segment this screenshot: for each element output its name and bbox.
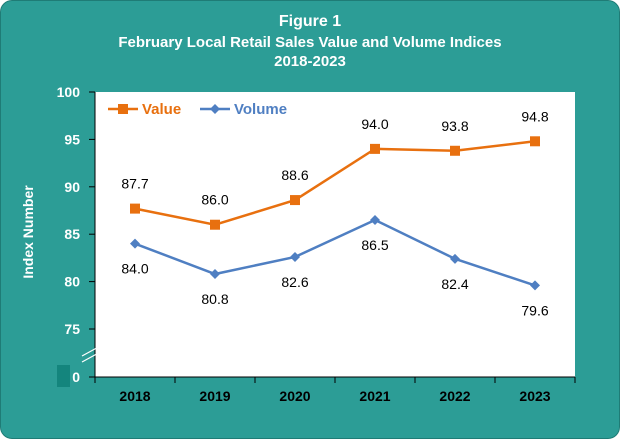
- y-tick-label: 95: [64, 131, 80, 147]
- data-label-value: 94.0: [361, 116, 388, 132]
- figure-subtitle: February Local Retail Sales Value and Vo…: [118, 34, 502, 51]
- y-tick-label: 100: [57, 84, 81, 100]
- data-label-volume: 82.4: [441, 276, 468, 292]
- data-point-value: [530, 136, 540, 147]
- y-tick-label: 75: [64, 321, 80, 337]
- series-line-volume: [134, 218, 536, 287]
- data-label-volume: 86.5: [361, 237, 388, 253]
- y-tick-label: 85: [64, 226, 80, 242]
- data-point-value: [370, 143, 380, 154]
- figure-title: Figure 1: [278, 13, 342, 30]
- x-axis-ticks: 2018 2019 2020 2021 2022 2023: [94, 377, 576, 404]
- legend-label: Volume: [234, 101, 287, 118]
- series-layer: 87.7 86.0 88.6 94.0 93.8 94.8 84.0 80.8 82.6 86.5…: [121, 108, 548, 318]
- legend-marker: [210, 104, 220, 114]
- plot-area: [95, 92, 575, 377]
- x-tick-label: 2019: [199, 388, 230, 404]
- data-point-volume: [210, 269, 220, 280]
- data-label-volume: 80.8: [201, 291, 228, 307]
- y-axis-ticks: 100 95 90 85 80 75 0: [57, 84, 95, 385]
- y-axis-label: Index Number: [20, 185, 36, 279]
- figure-period: 2018-2023: [274, 53, 346, 70]
- data-point-value: [130, 203, 140, 214]
- data-point-value: [290, 195, 300, 206]
- data-point-volume: [130, 238, 140, 249]
- axis-break-marker: [57, 343, 105, 387]
- data-point-value: [450, 145, 460, 156]
- legend-marker: [118, 104, 128, 114]
- data-point-value: [210, 219, 220, 230]
- x-tick-label: 2018: [119, 388, 150, 404]
- data-label-volume: 79.6: [521, 302, 548, 318]
- x-tick-label: 2022: [439, 388, 470, 404]
- legend: Value Volume: [108, 101, 287, 118]
- data-label-value: 86.0: [201, 192, 228, 208]
- data-label-value: 88.6: [281, 167, 308, 183]
- legend-label: Value: [142, 101, 181, 118]
- y-tick-label: 80: [64, 274, 80, 290]
- series-volume: 84.0 80.8 82.6 86.5 82.4 79.6: [121, 214, 549, 318]
- x-tick-label: 2021: [359, 388, 390, 404]
- data-label-value: 93.8: [441, 118, 468, 134]
- x-tick-label: 2023: [519, 388, 550, 404]
- series-value: 87.7 86.0 88.6 94.0 93.8 94.8: [121, 108, 549, 230]
- data-label-value: 87.7: [121, 176, 148, 192]
- data-point-volume: [290, 251, 300, 262]
- data-point-volume: [530, 280, 540, 291]
- series-line-value: [134, 140, 536, 227]
- data-label-volume: 82.6: [281, 274, 308, 290]
- x-tick-label: 2020: [279, 388, 310, 404]
- data-point-volume: [450, 253, 460, 264]
- y-tick-label: 0: [72, 369, 80, 385]
- data-point-volume: [370, 214, 380, 225]
- y-tick-label: 90: [64, 179, 80, 195]
- data-label-volume: 84.0: [121, 261, 148, 277]
- data-label-value: 94.8: [521, 108, 548, 124]
